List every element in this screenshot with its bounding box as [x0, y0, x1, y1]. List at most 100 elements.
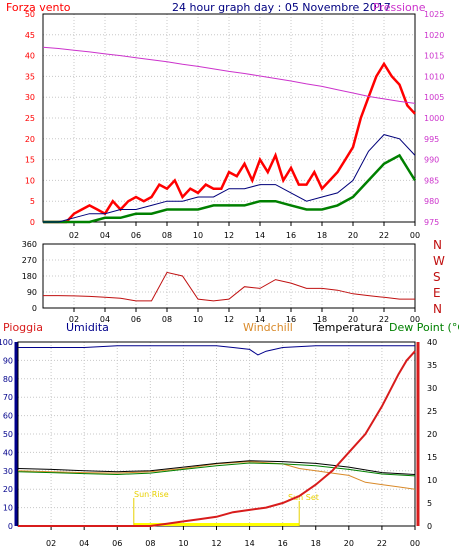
- wind-speed-line: [43, 61, 416, 224]
- panel3-xtick-label: 22: [377, 539, 387, 548]
- temperature-line: [17, 460, 416, 475]
- sunrise-label: Sun Rise: [134, 490, 169, 499]
- humidity-ytick-label: 20: [3, 485, 13, 494]
- temperature-ytick-label: 35: [427, 361, 437, 370]
- wind-ytick-label: 0: [30, 218, 35, 227]
- legend-rain: Pioggia: [3, 321, 43, 334]
- legend-windchill: Windchill: [243, 321, 293, 334]
- panel2-xtick-label: 00: [410, 315, 420, 324]
- rain-line: [18, 350, 416, 527]
- humidity-line: [18, 345, 415, 356]
- panel1-xtick-label: 20: [348, 231, 358, 240]
- temperature-ytick-label: 20: [427, 430, 437, 439]
- plot-layer: 0510152025303540455097598098599099510001…: [0, 10, 445, 548]
- wind-ytick-label: 35: [25, 72, 35, 81]
- panel1-xtick-label: 22: [379, 231, 389, 240]
- temperature-ytick-label: 10: [427, 476, 437, 485]
- compass-label: N: [433, 302, 442, 316]
- humidity-ytick-label: 60: [3, 412, 13, 421]
- panel1-xtick-label: 04: [100, 231, 110, 240]
- compass-label: S: [433, 270, 441, 284]
- panel3-xtick-label: 12: [211, 539, 221, 548]
- panel1-xtick-label: 16: [286, 231, 296, 240]
- panel2-xtick-label: 14: [255, 315, 265, 324]
- panel2-xtick-label: 12: [224, 315, 234, 324]
- panel2-xtick-label: 06: [131, 315, 141, 324]
- wind-ytick-label: 45: [25, 31, 35, 40]
- dewpoint-line: [17, 462, 416, 477]
- wind-ytick-label: 50: [25, 10, 35, 19]
- pressure-ytick-label: 980: [424, 197, 439, 206]
- legend-humidity: Umidita: [66, 321, 109, 334]
- direction-ytick-label: 360: [22, 240, 37, 249]
- direction-ytick-label: 270: [22, 256, 37, 265]
- wind-label: Forza vento: [6, 1, 71, 14]
- pressure-ytick-label: 1020: [424, 31, 444, 40]
- panel1-xtick-label: 00: [410, 231, 420, 240]
- wind-ytick-label: 25: [25, 114, 35, 123]
- pressure-ytick-label: 1005: [424, 93, 444, 102]
- panel3-xtick-label: 10: [178, 539, 188, 548]
- wind-ytick-label: 20: [25, 135, 35, 144]
- pressure-ytick-label: 985: [424, 176, 439, 185]
- temperature-ytick-label: 15: [427, 453, 437, 462]
- panel2-xtick-label: 02: [69, 315, 79, 324]
- pressure-ytick-label: 975: [424, 218, 439, 227]
- panel1-xtick-label: 14: [255, 231, 265, 240]
- compass-label: E: [433, 286, 441, 300]
- humidity-ytick-label: 30: [3, 467, 13, 476]
- pressure-line: [42, 46, 416, 104]
- wind-ytick-label: 5: [30, 197, 35, 206]
- compass-label: N: [433, 238, 442, 252]
- direction-ytick-label: 0: [32, 304, 37, 313]
- direction-ytick-label: 180: [22, 272, 37, 281]
- panel1-xtick-label: 06: [131, 231, 141, 240]
- pressure-ytick-label: 1010: [424, 72, 444, 81]
- panel1-xtick-label: 12: [224, 231, 234, 240]
- panel2-xtick-label: 22: [379, 315, 389, 324]
- temperature-ytick-label: 25: [427, 407, 437, 416]
- panel3-xtick-label: 00: [410, 539, 420, 548]
- panel3-xtick-label: 06: [112, 539, 122, 548]
- temperature-ytick-label: 30: [427, 384, 437, 393]
- temperature-ytick-label: 5: [427, 499, 432, 508]
- sunset-label: Sun Set: [288, 493, 319, 502]
- panel3-xtick-label: 16: [278, 539, 288, 548]
- pressure-ytick-label: 1025: [424, 10, 444, 19]
- wind-average-line: [43, 153, 417, 224]
- panel2-xtick-label: 20: [348, 315, 358, 324]
- humidity-ytick-label: 40: [3, 448, 13, 457]
- panel1-xtick-label: 18: [317, 231, 327, 240]
- panel1-xtick-label: 02: [69, 231, 79, 240]
- panel2-xtick-label: 16: [286, 315, 296, 324]
- humidity-ytick-label: 50: [3, 430, 13, 439]
- wind-ytick-label: 15: [25, 156, 35, 165]
- panel2-xtick-label: 04: [100, 315, 110, 324]
- pressure-ytick-label: 995: [424, 135, 439, 144]
- direction-ytick-label: 90: [27, 288, 37, 297]
- wind-ytick-label: 10: [25, 176, 35, 185]
- panel2-xtick-label: 18: [317, 315, 327, 324]
- panel1-xtick-label: 08: [162, 231, 172, 240]
- humidity-ytick-label: 80: [3, 375, 13, 384]
- temperature-ytick-label: 0: [427, 522, 432, 531]
- legend-dewpoint: Dew Point (°C: [389, 321, 459, 334]
- wind-ytick-label: 40: [25, 52, 35, 61]
- panel3-xtick-label: 20: [344, 539, 354, 548]
- panel1-xtick-label: 10: [193, 231, 203, 240]
- chart-title: 24 hour graph day : 05 Novembre 2017: [172, 1, 391, 14]
- wind-ytick-label: 30: [25, 93, 35, 102]
- pressure-ytick-label: 990: [424, 156, 439, 165]
- panel3-xtick-label: 02: [46, 539, 56, 548]
- panel3-xtick-label: 14: [244, 539, 254, 548]
- panel2-xtick-label: 08: [162, 315, 172, 324]
- temperature-ytick-label: 40: [427, 338, 437, 347]
- humidity-ytick-label: 0: [8, 522, 13, 531]
- pressure-ytick-label: 1000: [424, 114, 444, 123]
- wind-gust-line: [43, 134, 416, 223]
- humidity-ytick-label: 90: [3, 356, 13, 365]
- wind-direction-line: [43, 271, 415, 302]
- panel3-xtick-label: 08: [145, 539, 155, 548]
